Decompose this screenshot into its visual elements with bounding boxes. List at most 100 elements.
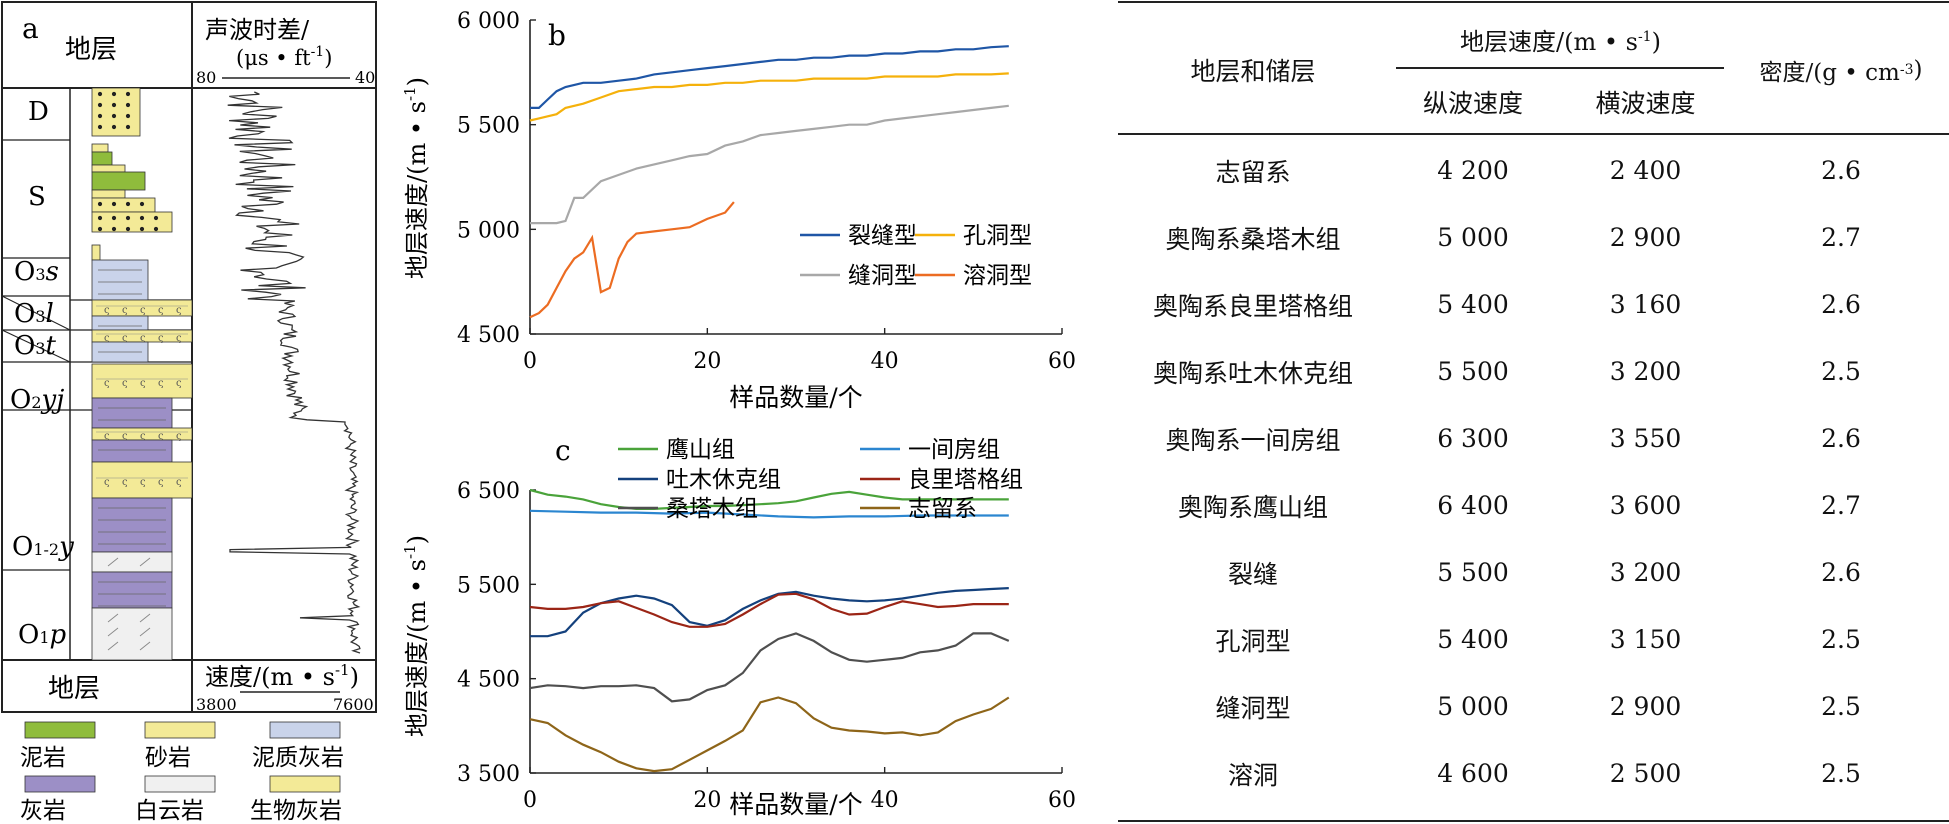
x-tick-label: 20 — [693, 788, 721, 813]
table-cell: 2.7 — [1821, 491, 1861, 520]
panel-b-x-axis-label: 样品数量/个 — [729, 383, 862, 412]
bio-glyph: ς — [104, 378, 110, 389]
table-cell: 奥陶系一间房组 — [1165, 425, 1341, 455]
strata-header-title: 地层 — [65, 35, 117, 65]
legend-label-0: 鹰山组 — [666, 437, 735, 463]
y-tick-label: 6 000 — [457, 9, 520, 34]
table-cell: 4 200 — [1437, 156, 1509, 185]
series-line-2 — [530, 587, 1009, 638]
lithology-layer-sandstone — [91, 164, 126, 173]
legend-label-4: 桑塔木组 — [666, 496, 758, 522]
table-cell: 3 550 — [1609, 424, 1682, 453]
panel-c-x-ticks: 0 20 40 60 — [523, 767, 1076, 813]
table-top-rule — [1118, 1, 1949, 3]
lithology-layer-mudstone — [91, 151, 113, 166]
table-header-s-velocity: 横波速度 — [1595, 89, 1696, 118]
sandstone-dot — [139, 201, 145, 207]
velocity-right-value: 7600 — [333, 695, 374, 714]
legend-label-1: 一间房组 — [908, 437, 1000, 463]
lithology-layer-mudstone — [91, 171, 146, 191]
sandstone-dot — [97, 113, 103, 119]
table-row: 奥陶系桑塔木组 5 000 2 900 2.7 — [1118, 204, 1949, 271]
strata-label-7: O1p — [18, 620, 67, 650]
table-cell: 6 300 — [1437, 424, 1509, 453]
table-bottom-rule — [1118, 820, 1949, 822]
table-cell: 3 150 — [1609, 625, 1682, 654]
acoustic-left-value: 80 — [196, 68, 216, 87]
legend-swatch-bio — [269, 775, 341, 793]
strata-footer-title: 地层 — [48, 674, 100, 704]
series-line-1 — [529, 72, 1009, 122]
table-row: 缝洞型 5 000 2 900 2.5 — [1118, 673, 1949, 740]
lithology-layer-sandstone — [91, 211, 173, 233]
y-tick-label: 4 500 — [457, 323, 520, 348]
table-cell: 缝洞型 — [1215, 693, 1291, 723]
sandstone-dot — [153, 215, 159, 221]
lithology-layer-limestone — [91, 439, 173, 463]
table-cell: 志留系 — [1215, 157, 1291, 187]
sandstone-dot — [111, 124, 117, 130]
table-cell: 2 900 — [1609, 223, 1682, 252]
table-cell: 2 500 — [1609, 759, 1682, 788]
legend-label-dolomite: 白云岩 — [135, 798, 204, 824]
lithology-column: ς ς ς ς ς ς ς ς ς ς ς ς ς ς ς ς ς ς ς ς ς ς ς ς ς — [91, 87, 193, 661]
strata-oblique-line — [1, 295, 71, 331]
legend-label-bio: 生物灰岩 — [250, 798, 342, 824]
table-cell: 溶洞 — [1227, 760, 1278, 790]
bio-glyph: ς — [176, 378, 182, 389]
sandstone-dot — [111, 113, 117, 119]
table-cell: 3 200 — [1609, 558, 1682, 587]
panel-c-y-ticks: 6 500 5 500 4 500 3 500 — [457, 479, 536, 787]
panel-c-series — [529, 488, 1010, 773]
table-cell: 3 160 — [1609, 290, 1682, 319]
table-cell: 5 500 — [1437, 357, 1509, 386]
panel-c-letter: c — [555, 434, 571, 467]
table-row: 奥陶系吐木休克组 5 500 3 200 2.5 — [1118, 338, 1949, 405]
lithology-layer-limestone — [91, 497, 173, 553]
panel-a-frame — [1, 1, 377, 713]
x-tick-label: 0 — [523, 349, 537, 374]
legend-swatch-mudstone — [24, 721, 96, 739]
strata-label-4: O3t — [14, 331, 57, 361]
panel-a-letter: a — [22, 12, 39, 45]
legend-label-3: 溶洞型 — [963, 263, 1032, 289]
table-body: 志留系 4 200 2 400 2.6 奥陶系桑塔木组 5 000 2 900 2.7 奥陶系良… — [1118, 137, 1949, 807]
table-row: 奥陶系一间房组 6 300 3 550 2.6 — [1118, 405, 1949, 472]
sandstone-dot — [97, 215, 103, 221]
panel-c-x-axis-label: 样品数量/个 — [729, 790, 862, 819]
sandstone-dot — [111, 226, 117, 232]
table-row: 志留系 4 200 2 400 2.6 — [1118, 137, 1949, 204]
table-velocity-rule — [1396, 67, 1724, 69]
legend-label-3: 良里塔格组 — [908, 467, 1023, 493]
table-cell: 3 600 — [1609, 491, 1682, 520]
panel-b-series — [529, 45, 1009, 319]
panel-b-y-ticks: 6 000 5 500 5 000 4 500 — [457, 9, 536, 348]
dolomite-slash — [107, 557, 119, 567]
bio-glyph: ς — [140, 333, 146, 344]
table-cell: 2.6 — [1821, 424, 1861, 453]
legend-label-5: 志留系 — [908, 496, 977, 522]
panel-c-chart: c 6 500 5 500 4 500 3 500 0 20 40 60 地层速度/(m •… — [401, 434, 1076, 819]
bio-glyph: ς — [158, 431, 164, 442]
sandstone-dot — [125, 215, 131, 221]
lithology-layer-sandstone — [91, 189, 126, 199]
lithology-layer-limestone — [91, 571, 173, 609]
bio-glyph: ς — [176, 333, 182, 344]
table-cell: 2.5 — [1821, 759, 1861, 788]
legend-label-1: 孔洞型 — [963, 223, 1032, 249]
lithology-layer-dolomite — [91, 607, 173, 661]
sandstone-dot — [97, 226, 103, 232]
sandstone-dot — [139, 226, 145, 232]
y-tick-label: 4 500 — [457, 668, 520, 693]
panel-b-chart: b 6 000 5 500 5 000 4 500 0 20 40 60 地层速度/(m •… — [401, 9, 1076, 412]
sandstone-dot — [97, 201, 103, 207]
y-tick-label: 5 500 — [457, 114, 520, 139]
bio-glyph: ς — [176, 431, 182, 442]
series-line-3 — [529, 592, 1009, 628]
acoustic-header: 声波时差/ — [205, 16, 310, 44]
table-cell: 2.7 — [1821, 223, 1861, 252]
strata-label-1: S — [28, 182, 46, 212]
table-cell: 2.6 — [1821, 558, 1861, 587]
